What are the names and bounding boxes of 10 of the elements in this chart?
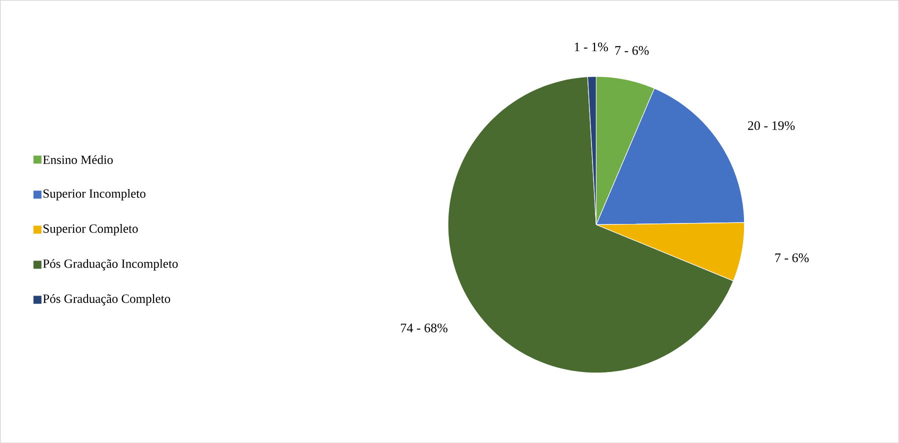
legend-label: Superior Completo bbox=[43, 224, 138, 236]
data-label: 7 - 6% bbox=[775, 253, 809, 262]
data-label: 20 - 19% bbox=[748, 121, 795, 130]
data-label: 74 - 68% bbox=[401, 323, 448, 332]
data-label: 1 - 1% bbox=[574, 42, 608, 52]
legend-label: Superior Incompleto bbox=[43, 188, 146, 200]
legend-label: Ensino Médio bbox=[43, 155, 113, 164]
legend-label: Pós Graduação Completo bbox=[43, 294, 170, 306]
legend-label: Pós Graduação Incompleto bbox=[43, 258, 178, 270]
data-label: 7 - 6% bbox=[615, 46, 649, 55]
